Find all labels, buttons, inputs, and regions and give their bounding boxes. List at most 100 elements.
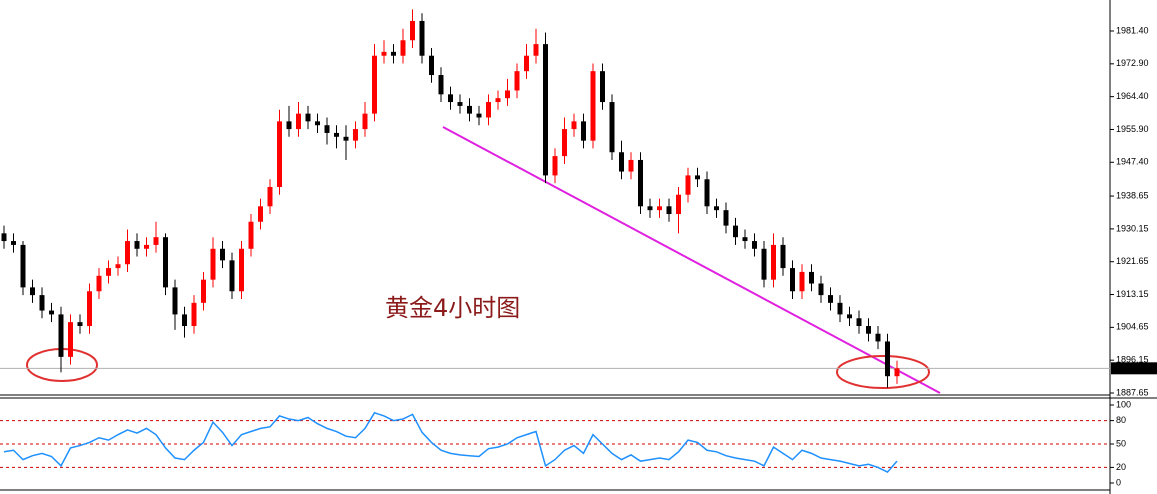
- candle-body: [248, 221, 254, 249]
- candle-body: [163, 237, 168, 288]
- rsi-line: [3, 411, 898, 474]
- candle-body: [1, 233, 7, 242]
- candle-body: [125, 241, 130, 265]
- candle-body: [761, 248, 767, 280]
- candle-body: [258, 206, 263, 222]
- candle-body: [96, 275, 102, 292]
- candle-body: [191, 302, 197, 327]
- candle-body: [343, 136, 349, 141]
- candle-body: [39, 295, 45, 311]
- y-tick-label: 80: [1116, 415, 1126, 425]
- candle-body: [362, 113, 368, 130]
- candle-body: [657, 206, 662, 211]
- y-tick-label: 1947.40: [1116, 157, 1149, 167]
- candle-body: [695, 175, 700, 180]
- candle-body: [239, 248, 244, 292]
- candle-body: [723, 210, 729, 226]
- candle-body: [381, 51, 387, 56]
- candle-body: [628, 159, 634, 172]
- candle-body: [894, 368, 900, 377]
- candle-body: [809, 271, 814, 284]
- candle-body: [58, 314, 64, 357]
- candle-body: [866, 326, 871, 334]
- trend-line: [442, 126, 941, 394]
- candle-body: [676, 194, 681, 215]
- candle-body: [638, 159, 643, 207]
- y-tick-label: 1904.65: [1116, 322, 1149, 332]
- candle-body: [372, 55, 377, 114]
- candle-body: [419, 20, 425, 56]
- candle-body: [49, 310, 54, 315]
- candle-body: [486, 102, 491, 118]
- candle-body: [134, 241, 140, 249]
- y-tick-label: 1887.65: [1116, 387, 1149, 397]
- candle-body: [467, 105, 472, 114]
- candle-body: [457, 102, 463, 106]
- candle-body: [847, 314, 852, 319]
- candle-body: [68, 322, 73, 357]
- candle-body: [296, 113, 301, 130]
- y-tick-label: 1964.40: [1116, 91, 1149, 101]
- current-price-box: [1111, 362, 1157, 375]
- candle-body: [685, 175, 691, 195]
- candle-body: [400, 40, 406, 56]
- candle-body: [115, 264, 121, 269]
- candle-body: [410, 20, 415, 41]
- candle-body: [543, 44, 548, 176]
- candle-body: [495, 98, 501, 103]
- candle-body: [837, 302, 843, 315]
- candle-body: [77, 322, 83, 327]
- y-tick-label: 1938.65: [1116, 190, 1149, 200]
- candle-body: [305, 113, 311, 122]
- candle-body: [590, 71, 596, 141]
- y-tick-label: 1930.15: [1116, 223, 1149, 233]
- candle-body: [353, 129, 358, 141]
- candle-body: [562, 129, 567, 157]
- candle-body: [267, 186, 273, 207]
- candle-body: [277, 121, 282, 187]
- candle-body: [286, 121, 292, 130]
- candle-body: [524, 55, 529, 72]
- candle-body: [144, 244, 149, 249]
- y-tick-label: 1981.40: [1116, 25, 1149, 35]
- candle-body: [182, 314, 187, 327]
- candle-body: [714, 206, 719, 211]
- candle-body: [315, 121, 320, 126]
- candle-body: [752, 241, 757, 249]
- candle-body: [571, 121, 577, 130]
- annotation: 黄金4小时图: [385, 294, 520, 322]
- candle-body: [30, 287, 35, 296]
- candle-body: [742, 237, 748, 242]
- candle-body: [619, 152, 624, 172]
- candle-body: [885, 341, 890, 377]
- candle-body: [201, 279, 206, 303]
- candle-body: [505, 90, 510, 99]
- candle-body: [771, 244, 776, 280]
- candle-body: [666, 206, 672, 215]
- candle-body: [552, 156, 558, 176]
- candle-body: [429, 55, 434, 76]
- candle-body: [780, 244, 786, 269]
- candle-body: [334, 132, 339, 137]
- candle-body: [828, 295, 833, 303]
- candle-body: [704, 179, 710, 207]
- candle-body: [790, 268, 795, 292]
- candle-body: [20, 244, 26, 288]
- y-tick-label: 50: [1116, 438, 1126, 448]
- candle-body: [609, 102, 615, 153]
- candle-body: [733, 225, 738, 238]
- candle-body: [448, 94, 453, 103]
- candle-body: [106, 268, 111, 276]
- y-tick-label: 1921.65: [1116, 256, 1149, 266]
- y-tick-label: 1913.15: [1116, 289, 1149, 299]
- y-tick-label: 100: [1116, 399, 1131, 409]
- candle-body: [818, 283, 824, 296]
- candle-body: [220, 248, 225, 261]
- candle-body: [581, 121, 586, 141]
- candle-body: [514, 71, 520, 91]
- candle-body: [438, 75, 444, 95]
- candle-body: [172, 287, 178, 315]
- y-tick-label: 1955.90: [1116, 124, 1149, 134]
- candle-body: [856, 318, 862, 327]
